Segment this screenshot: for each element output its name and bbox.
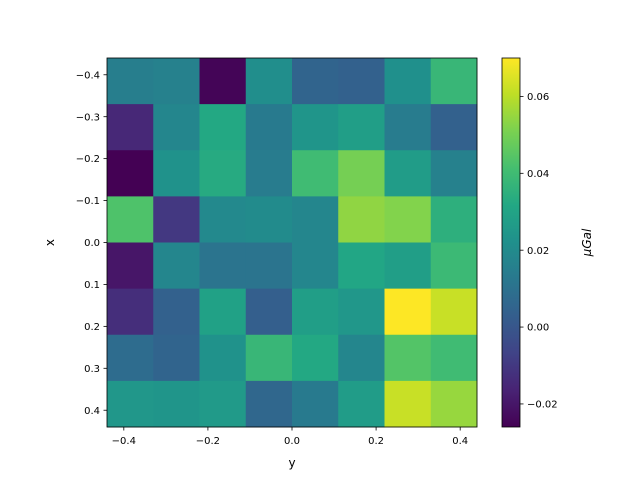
heatmap-cell [430,288,478,336]
heatmap-cell [199,104,247,151]
heatmap-cell [107,334,154,382]
y-tick-label: 0.4 [84,406,100,417]
heatmap-cell [107,242,154,290]
y-axis-ticks: −0.4 −0.3 −0.2 −0.1 0.0 0.1 0.2 0.3 0.4 [76,70,107,417]
heatmap-cell [338,380,385,428]
y-tick-label: −0.2 [76,154,100,165]
heatmap-cell [292,196,339,243]
heatmap-cell [153,104,200,151]
heatmap-cell [292,242,339,290]
heatmap-cell [153,242,200,290]
x-axis-ticks: −0.4 −0.2 0.0 0.2 0.4 [112,427,468,447]
heatmap-cell [199,150,247,197]
y-tick-label: 0.3 [84,364,100,375]
heatmap-cell [245,196,293,243]
heatmap-cell [430,104,478,151]
heatmap-cell [107,196,154,243]
heatmap-cell [153,380,200,428]
heatmap-cell [384,334,432,382]
heatmap-cell [199,334,247,382]
heatmap-cell [430,150,478,197]
colorbar-tick-label: 0.00 [527,323,549,334]
x-tick-label: −0.2 [196,436,220,447]
heatmap-cell [199,196,247,243]
heatmap-cell [384,150,432,197]
heatmap-cell [199,380,247,428]
colorbar-tick-label: 0.02 [527,246,549,257]
colorbar [502,58,520,427]
heatmap-cell [153,288,200,336]
heatmap-cell [245,104,293,151]
colorbar-tick-label: 0.06 [527,92,549,103]
heatmap-cell [430,242,478,290]
heatmap-cell [338,334,385,382]
heatmap-cell [245,288,293,336]
heatmap-cell [338,58,385,105]
heatmap-cell [245,150,293,197]
x-axis-label: y [288,456,295,470]
heatmap-cell [199,58,247,105]
heatmap-cell [153,150,200,197]
heatmap-cell [430,380,478,428]
heatmap-cell [384,104,432,151]
heatmap-cell [384,242,432,290]
colorbar-frame [501,57,521,428]
x-tick-label: 0.2 [368,436,384,447]
heatmap-cell [292,334,339,382]
colorbar-label: μGal [580,228,594,257]
x-tick-label: 0.0 [284,436,300,447]
colorbar-tick-label: 0.04 [527,169,549,180]
y-axis-label: x [43,239,57,246]
heatmap-cell [107,58,154,105]
heatmap-cells [107,58,478,428]
heatmap-cell [107,288,154,336]
y-tick-label: 0.2 [84,322,100,333]
heatmap-cell [153,334,200,382]
heatmap-cell [292,58,339,105]
heatmap-cell [245,242,293,290]
heatmap-cell [430,58,478,105]
y-tick-label: −0.1 [76,196,100,207]
heatmap-cell [338,288,385,336]
heatmap-cell [384,380,432,428]
heatmap-cell [384,58,432,105]
heatmap-cell [430,196,478,243]
heatmap-cell [338,242,385,290]
heatmap-cell [292,150,339,197]
heatmap-cell [107,380,154,428]
heatmap-cell [245,380,293,428]
y-tick-label: 0.0 [84,238,100,249]
heatmap-cell [338,196,385,243]
heatmap-cell [153,196,200,243]
heatmap-cell [107,104,154,151]
heatmap-cell [153,58,200,105]
heatmap-cell [292,104,339,151]
y-tick-label: −0.3 [76,112,100,123]
heatmap-cell [430,334,478,382]
y-tick-label: −0.4 [76,70,100,81]
heatmap-cell [384,196,432,243]
x-tick-label: 0.4 [452,436,468,447]
heatmap-cell [199,288,247,336]
heatmap-cell [199,242,247,290]
heatmap-cell [292,288,339,336]
heatmap-cell [245,334,293,382]
colorbar-tick-label: −0.02 [527,400,558,411]
heatmap-cell [292,380,339,428]
x-tick-label: −0.4 [112,436,136,447]
heatmap-cell [245,58,293,105]
heatmap-cell [384,288,432,336]
heatmap-cell [338,150,385,197]
y-tick-label: 0.1 [84,280,100,291]
colorbar-ticks: −0.02 0.00 0.02 0.04 0.06 [520,92,558,411]
heatmap-cell [338,104,385,151]
heatmap-cell [107,150,154,197]
